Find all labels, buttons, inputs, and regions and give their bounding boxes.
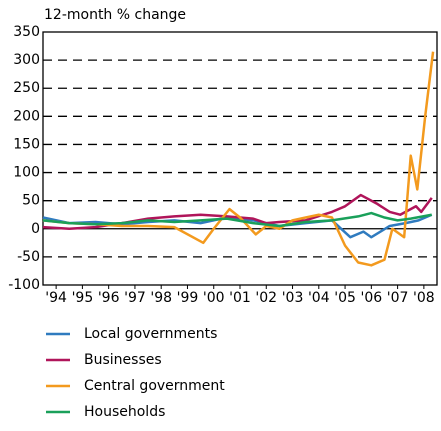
x-tick-label: '03: [282, 290, 304, 306]
x-tick-label: '06: [360, 290, 382, 306]
y-tick-label: 200: [13, 108, 40, 124]
y-tick-label: 0: [31, 221, 40, 237]
y-tick-label: 250: [13, 80, 40, 96]
x-tick-label: '08: [413, 290, 435, 306]
y-tick-label: 350: [13, 24, 40, 40]
x-tick-label: '05: [334, 290, 356, 306]
legend-label: Households: [84, 404, 165, 420]
x-tick-label: '95: [72, 290, 94, 306]
x-tick-label: '02: [255, 290, 277, 306]
y-tick-label: 50: [22, 193, 40, 209]
y-tick-label: -100: [8, 277, 40, 293]
x-tick-label: '07: [387, 290, 409, 306]
x-tick-label: '98: [150, 290, 172, 306]
y-tick-label: 300: [13, 52, 40, 68]
y-tick-label: -50: [17, 249, 40, 265]
legend-label: Local governments: [84, 326, 217, 342]
legend-label: Businesses: [84, 352, 162, 368]
y-tick-label: 100: [13, 165, 40, 181]
x-tick-label: '96: [98, 290, 120, 306]
x-tick-label: '99: [177, 290, 199, 306]
series-line: [42, 51, 435, 267]
x-tick-label: '01: [229, 290, 251, 306]
x-tick-label: '04: [308, 290, 330, 306]
y-axis-label: 12-month % change: [44, 7, 186, 23]
x-tick-label: '97: [124, 290, 146, 306]
y-tick-label: 150: [13, 136, 40, 152]
x-tick-label: '94: [45, 290, 67, 306]
x-tick-label: '00: [203, 290, 225, 306]
legend-label: Central government: [84, 378, 225, 394]
plot-frame: [42, 31, 438, 286]
series-line: [42, 211, 432, 228]
